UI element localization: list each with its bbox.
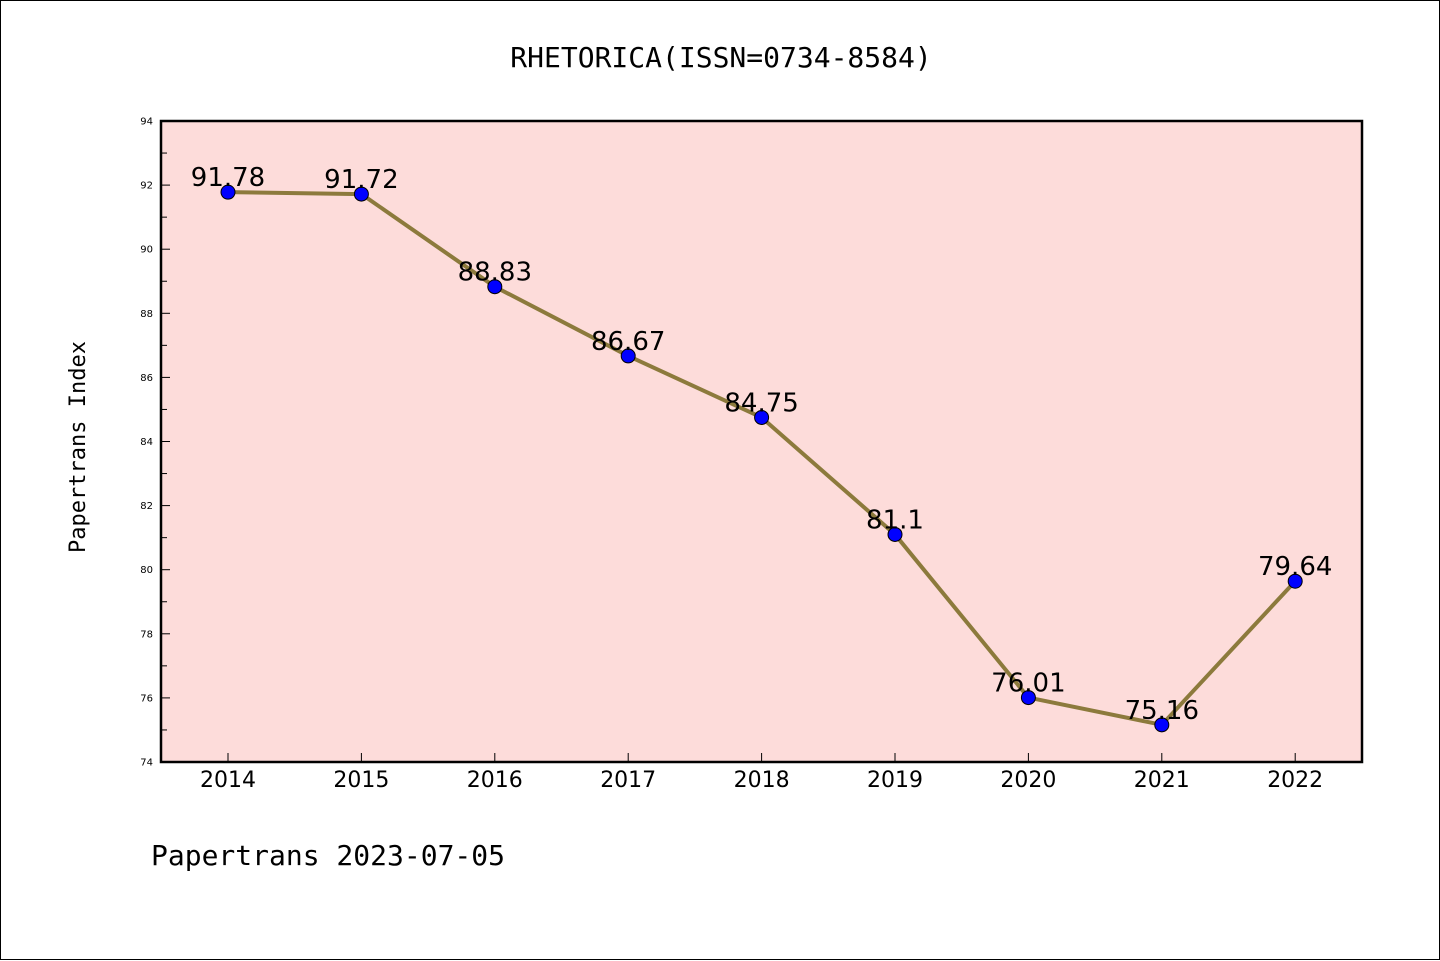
data-label: 91.78 — [191, 163, 265, 193]
x-tick-label: 2018 — [734, 768, 790, 793]
data-point — [887, 526, 903, 542]
y-axis-label: Papertrans Index — [66, 341, 91, 553]
x-tick-label: 2022 — [1267, 768, 1323, 793]
y-tick-label: 88 — [140, 309, 153, 320]
data-point — [1154, 717, 1170, 733]
y-tick-label: 74 — [140, 758, 153, 769]
y-tick-label: 86 — [140, 373, 153, 384]
y-tick-label: 82 — [140, 501, 153, 512]
x-tick-label: 2021 — [1134, 768, 1190, 793]
data-label: 79.64 — [1258, 552, 1332, 582]
y-tick-label: 92 — [140, 181, 153, 192]
data-label: 75.16 — [1125, 696, 1199, 726]
y-tick-label: 90 — [140, 245, 153, 256]
x-tick-label: 2016 — [467, 768, 523, 793]
data-point — [1020, 690, 1036, 706]
data-point — [487, 279, 503, 295]
data-labels: 91.78 91.72 88.83 86.67 84.75 81.1 76.01 75.16 7… — [191, 163, 1333, 726]
data-label: 88.83 — [458, 258, 532, 288]
plot-border — [159, 119, 1364, 764]
footer-text: Papertrans 2023-07-05 — [151, 839, 505, 872]
data-point — [220, 184, 236, 200]
data-label: 84.75 — [724, 388, 798, 418]
y-tick-label: 80 — [140, 565, 153, 576]
data-label: 81.1 — [866, 505, 924, 535]
data-label: 91.72 — [324, 165, 398, 195]
chart-title: RHETORICA(ISSN=0734-8584) — [510, 41, 931, 74]
x-tick-label: 2017 — [600, 768, 656, 793]
data-point — [1287, 573, 1303, 589]
y-tick-label: 84 — [140, 437, 153, 448]
data-point — [353, 186, 369, 202]
y-tick-label: 94 — [140, 117, 153, 128]
data-point — [620, 348, 636, 364]
data-label: 86.67 — [591, 327, 665, 357]
data-label: 76.01 — [991, 669, 1065, 699]
x-tick-label: 2019 — [867, 768, 923, 793]
y-axis: 74 76 78 80 82 84 86 88 90 92 94 — [140, 117, 170, 769]
x-tick-label: 2020 — [1000, 768, 1056, 793]
y-tick-label: 76 — [140, 693, 153, 704]
data-point — [754, 409, 770, 425]
x-tick-label: 2014 — [200, 768, 256, 793]
series — [220, 184, 1303, 733]
y-tick-label: 78 — [140, 629, 153, 640]
x-tick-label: 2015 — [333, 768, 389, 793]
plot-area — [161, 121, 1362, 762]
x-axis: 2014 2015 2016 2017 2018 2019 2020 2021 2022 — [200, 753, 1323, 793]
